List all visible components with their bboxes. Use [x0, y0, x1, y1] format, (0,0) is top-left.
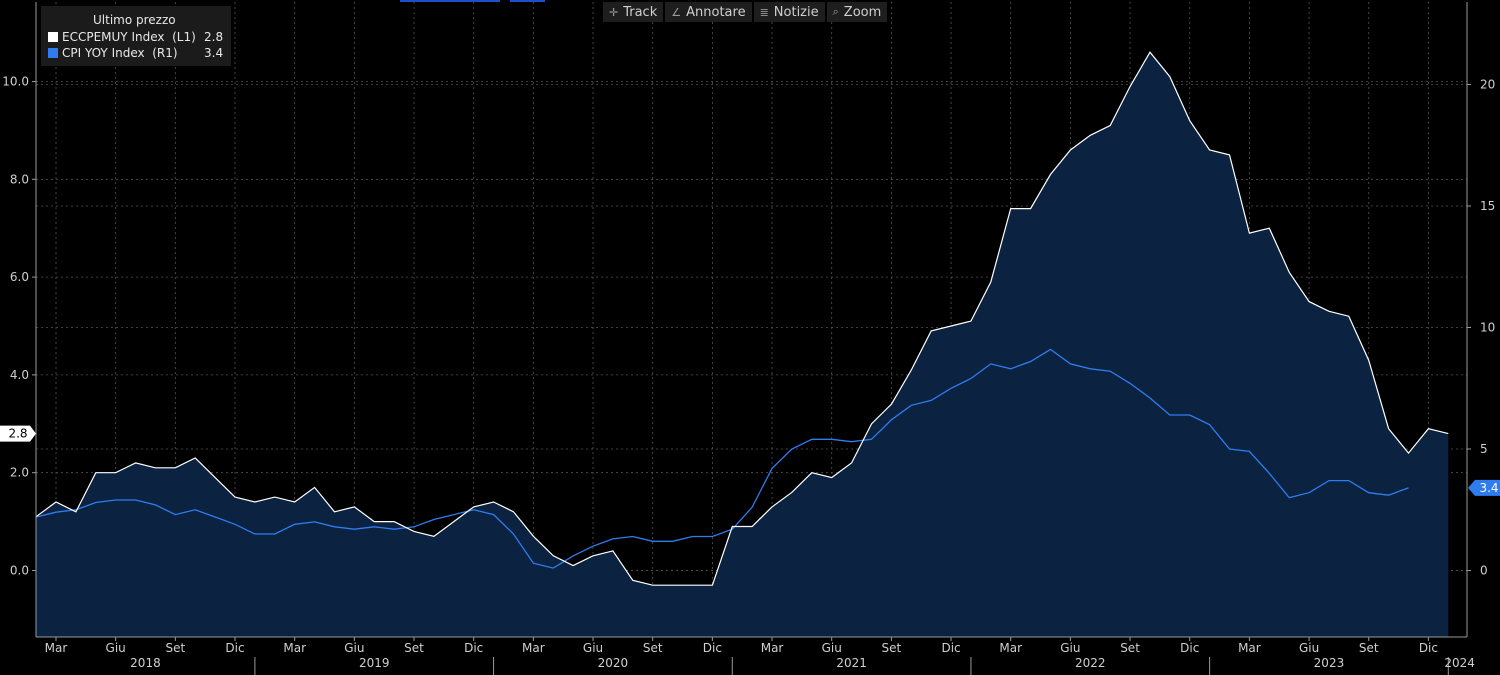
- x-year-label: 2023: [1314, 656, 1345, 670]
- x-tick-label: Set: [1359, 641, 1379, 655]
- zoom-button[interactable]: ⌕ Zoom: [826, 2, 888, 22]
- left-tick-label: 10.0: [2, 75, 29, 89]
- top-strip: [400, 0, 545, 2]
- left-axis-ticks: 0.0 2.0 4.0 6.0 8.0 10.0: [2, 75, 36, 578]
- series-line-ECCPEMUY: [35, 51, 1449, 586]
- x-tick-label: Giu: [1299, 641, 1319, 655]
- x-tick-label: Dic: [941, 641, 960, 655]
- left-tick-label: 8.0: [10, 172, 29, 186]
- series-line-CPI-YOY: [35, 348, 1409, 569]
- legend-item-value: 3.4: [204, 46, 224, 60]
- track-label: Track: [623, 4, 658, 20]
- magnifier-icon: ⌕: [832, 5, 839, 18]
- axes: [35, 2, 1468, 638]
- right-tick-label: 10: [1480, 321, 1495, 335]
- x-year-label: 2022: [1075, 656, 1106, 670]
- left-tick-label: 4.0: [10, 368, 29, 382]
- series-lines: [35, 51, 1449, 586]
- legend: Ultimo prezzo ECCPEMUY Index (L1) 2.8 CP…: [41, 6, 231, 66]
- x-tick-label: Giu: [1060, 641, 1080, 655]
- x-year-label: 2020: [598, 656, 629, 670]
- x-tick-label: Giu: [822, 641, 842, 655]
- chart-toolbar: ✛ Track ∠ Annotare ≣ Notizie ⌕ Zoom: [603, 2, 888, 22]
- x-year-label: 2018: [130, 656, 161, 670]
- annotate-button[interactable]: ∠ Annotare: [665, 2, 752, 22]
- right-tick-label: 20: [1480, 78, 1495, 92]
- x-tick-label: Dic: [464, 641, 483, 655]
- news-icon: ≣: [759, 5, 769, 19]
- right-tick-label: 15: [1480, 199, 1495, 213]
- crosshair-icon: ✛: [609, 5, 619, 19]
- right-tick-label: 5: [1480, 442, 1488, 456]
- legend-item-cpi-yoy[interactable]: CPI YOY Index (R1) 3.4: [41, 45, 231, 61]
- track-button[interactable]: ✛ Track: [603, 2, 664, 22]
- left-tick-label: 6.0: [10, 270, 29, 284]
- legend-item-name: CPI YOY Index (R1): [62, 46, 178, 60]
- x-tick-label: Dic: [1419, 641, 1438, 655]
- pencil-icon: ∠: [671, 5, 682, 19]
- x-year-label: 2019: [359, 656, 390, 670]
- area-fill-ECCPEMUY: [36, 52, 1449, 637]
- x-tick-label: Set: [882, 641, 902, 655]
- x-tick-label: Set: [643, 641, 663, 655]
- legend-item-value: 2.8: [204, 30, 224, 44]
- x-tick-label: Mar: [761, 641, 784, 655]
- x-tick-label: Mar: [1238, 641, 1261, 655]
- x-tick-label: Giu: [344, 641, 364, 655]
- x-tick-label: Giu: [583, 641, 603, 655]
- last-value-badges: 2.8 3.4: [0, 425, 1500, 496]
- legend-swatch-blue: [48, 48, 58, 58]
- x-tick-label: Mar: [45, 641, 68, 655]
- x-year-label: 2021: [836, 656, 867, 670]
- right-last-value-badge: [1468, 479, 1500, 496]
- right-tick-label: 0: [1480, 564, 1488, 578]
- legend-item-eccpemuy[interactable]: ECCPEMUY Index (L1) 2.8: [41, 29, 231, 45]
- right-axis-ticks: 0 5 10 15 20: [1467, 78, 1495, 578]
- x-tick-label: Mar: [283, 641, 306, 655]
- news-button[interactable]: ≣ Notizie: [753, 2, 825, 22]
- left-last-value-text: 2.8: [8, 427, 27, 441]
- x-tick-label: Mar: [999, 641, 1022, 655]
- legend-title: Ultimo prezzo: [93, 13, 176, 27]
- news-label: Notizie: [773, 4, 819, 20]
- left-tick-label: 0.0: [10, 564, 29, 578]
- x-tick-label: Mar: [522, 641, 545, 655]
- legend-item-name: ECCPEMUY Index (L1): [62, 30, 196, 44]
- left-tick-label: 2.0: [10, 466, 29, 480]
- right-last-value-text: 3.4: [1479, 481, 1498, 495]
- legend-swatch-white: [48, 32, 58, 42]
- left-last-value-badge: [0, 425, 36, 442]
- x-tick-label: Giu: [106, 641, 126, 655]
- x-axis-ticks: Mar Giu Set Dic Mar Giu Set Dic Mar Giu Set Dic Mar G…: [45, 637, 1475, 675]
- zoom-label: Zoom: [843, 4, 882, 20]
- x-tick-label: Dic: [703, 641, 722, 655]
- series-area-ECCPEMUY: [36, 52, 1449, 637]
- x-tick-label: Set: [165, 641, 185, 655]
- x-tick-label: Dic: [225, 641, 244, 655]
- x-tick-label: Set: [404, 641, 424, 655]
- x-tick-label: Dic: [1180, 641, 1199, 655]
- annotate-label: Annotare: [686, 4, 746, 20]
- x-tick-label: Set: [1120, 641, 1140, 655]
- x-year-label: 2024: [1444, 656, 1475, 670]
